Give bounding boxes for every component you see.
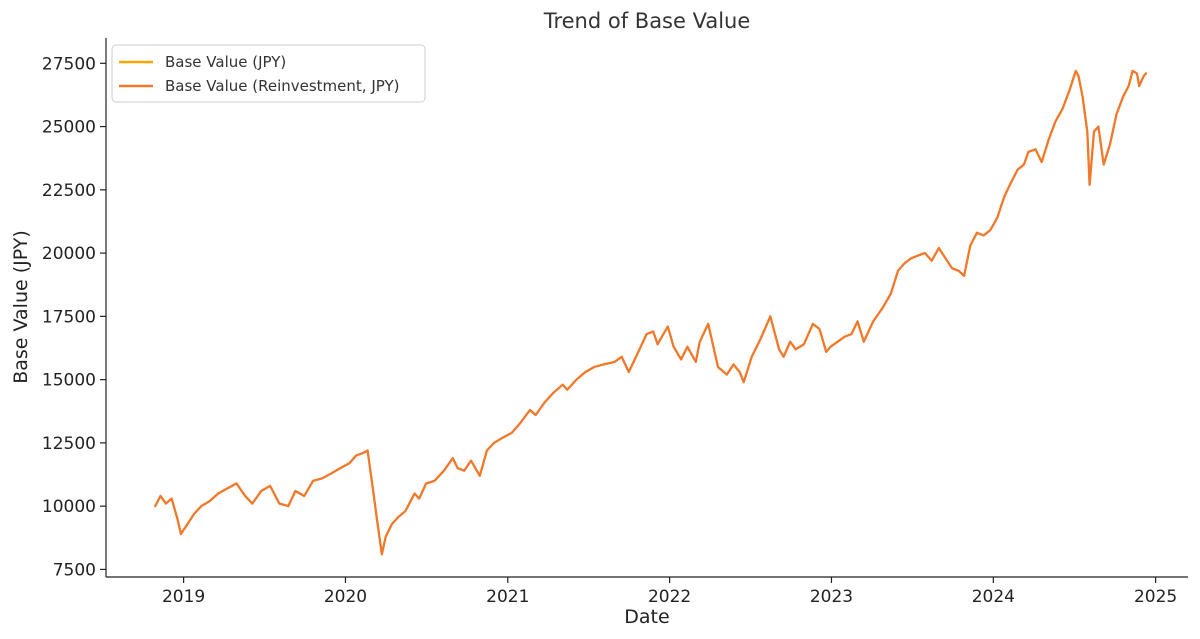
x-axis-ticks: 2019 2020 2021 2022 2023 2024 2025 bbox=[162, 577, 1177, 607]
legend-box bbox=[111, 44, 426, 103]
y-tick-label: 22500 bbox=[42, 181, 96, 201]
x-tick-label: 2023 bbox=[810, 587, 853, 607]
x-tick-label: 2024 bbox=[972, 587, 1015, 607]
legend-label-base-value: Base Value (JPY) bbox=[165, 53, 286, 71]
y-tick-label: 25000 bbox=[42, 118, 96, 138]
x-axis-label: Date bbox=[624, 606, 669, 628]
y-axis-ticks: 7500 10000 12500 15000 17500 20000 22500 25000 2… bbox=[42, 54, 106, 580]
legend-label-reinvestment: Base Value (Reinvestment, JPY) bbox=[165, 77, 399, 95]
series-line-reinvestment bbox=[154, 69, 1148, 556]
y-tick-label: 15000 bbox=[42, 371, 96, 391]
chart-title: Trend of Base Value bbox=[543, 9, 751, 33]
x-tick-label: 2022 bbox=[648, 587, 691, 607]
y-tick-label: 7500 bbox=[53, 560, 96, 580]
x-tick-label: 2021 bbox=[486, 587, 529, 607]
y-tick-label: 20000 bbox=[42, 244, 96, 264]
legend: Base Value (JPY) Base Value (Reinvestmen… bbox=[111, 44, 426, 103]
y-tick-label: 27500 bbox=[42, 54, 96, 74]
y-axis-label: Base Value (JPY) bbox=[10, 230, 32, 384]
series-layer bbox=[154, 69, 1148, 556]
x-tick-label: 2019 bbox=[162, 587, 205, 607]
y-tick-label: 10000 bbox=[42, 497, 96, 517]
x-tick-label: 2020 bbox=[324, 587, 367, 607]
y-tick-label: 17500 bbox=[42, 307, 96, 327]
x-tick-label: 2025 bbox=[1134, 587, 1177, 607]
y-tick-label: 12500 bbox=[42, 434, 96, 454]
